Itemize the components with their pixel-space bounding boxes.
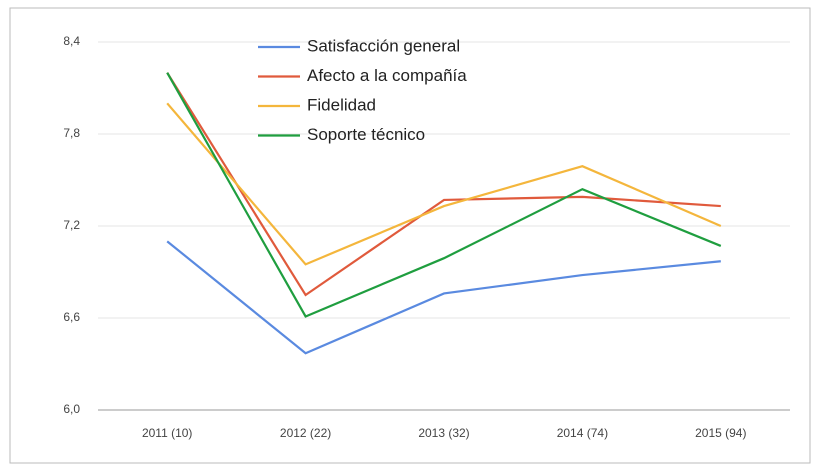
series-line — [166, 102, 722, 266]
y-tick-label: 7,2 — [63, 218, 80, 232]
y-tick-label: 6,6 — [63, 310, 80, 324]
series-line — [166, 72, 721, 297]
x-tick-label: 2012 (22) — [280, 426, 331, 440]
legend-label: Satisfacción general — [307, 36, 460, 55]
x-tick-label: 2014 (74) — [557, 426, 608, 440]
x-tick-label: 2015 (94) — [695, 426, 746, 440]
y-tick-label: 7,8 — [63, 126, 80, 140]
legend-label: Fidelidad — [307, 95, 376, 114]
x-tick-label: 2013 (32) — [418, 426, 469, 440]
legend-label: Afecto a la compañía — [307, 66, 467, 85]
series-line — [166, 72, 722, 318]
x-tick-label: 2011 (10) — [142, 426, 192, 440]
y-tick-label: 8,4 — [63, 34, 80, 48]
chart-frame — [9, 7, 811, 464]
y-tick-label: 6,0 — [63, 402, 80, 416]
series-line — [166, 240, 721, 355]
legend-label: Soporte técnico — [307, 125, 425, 144]
